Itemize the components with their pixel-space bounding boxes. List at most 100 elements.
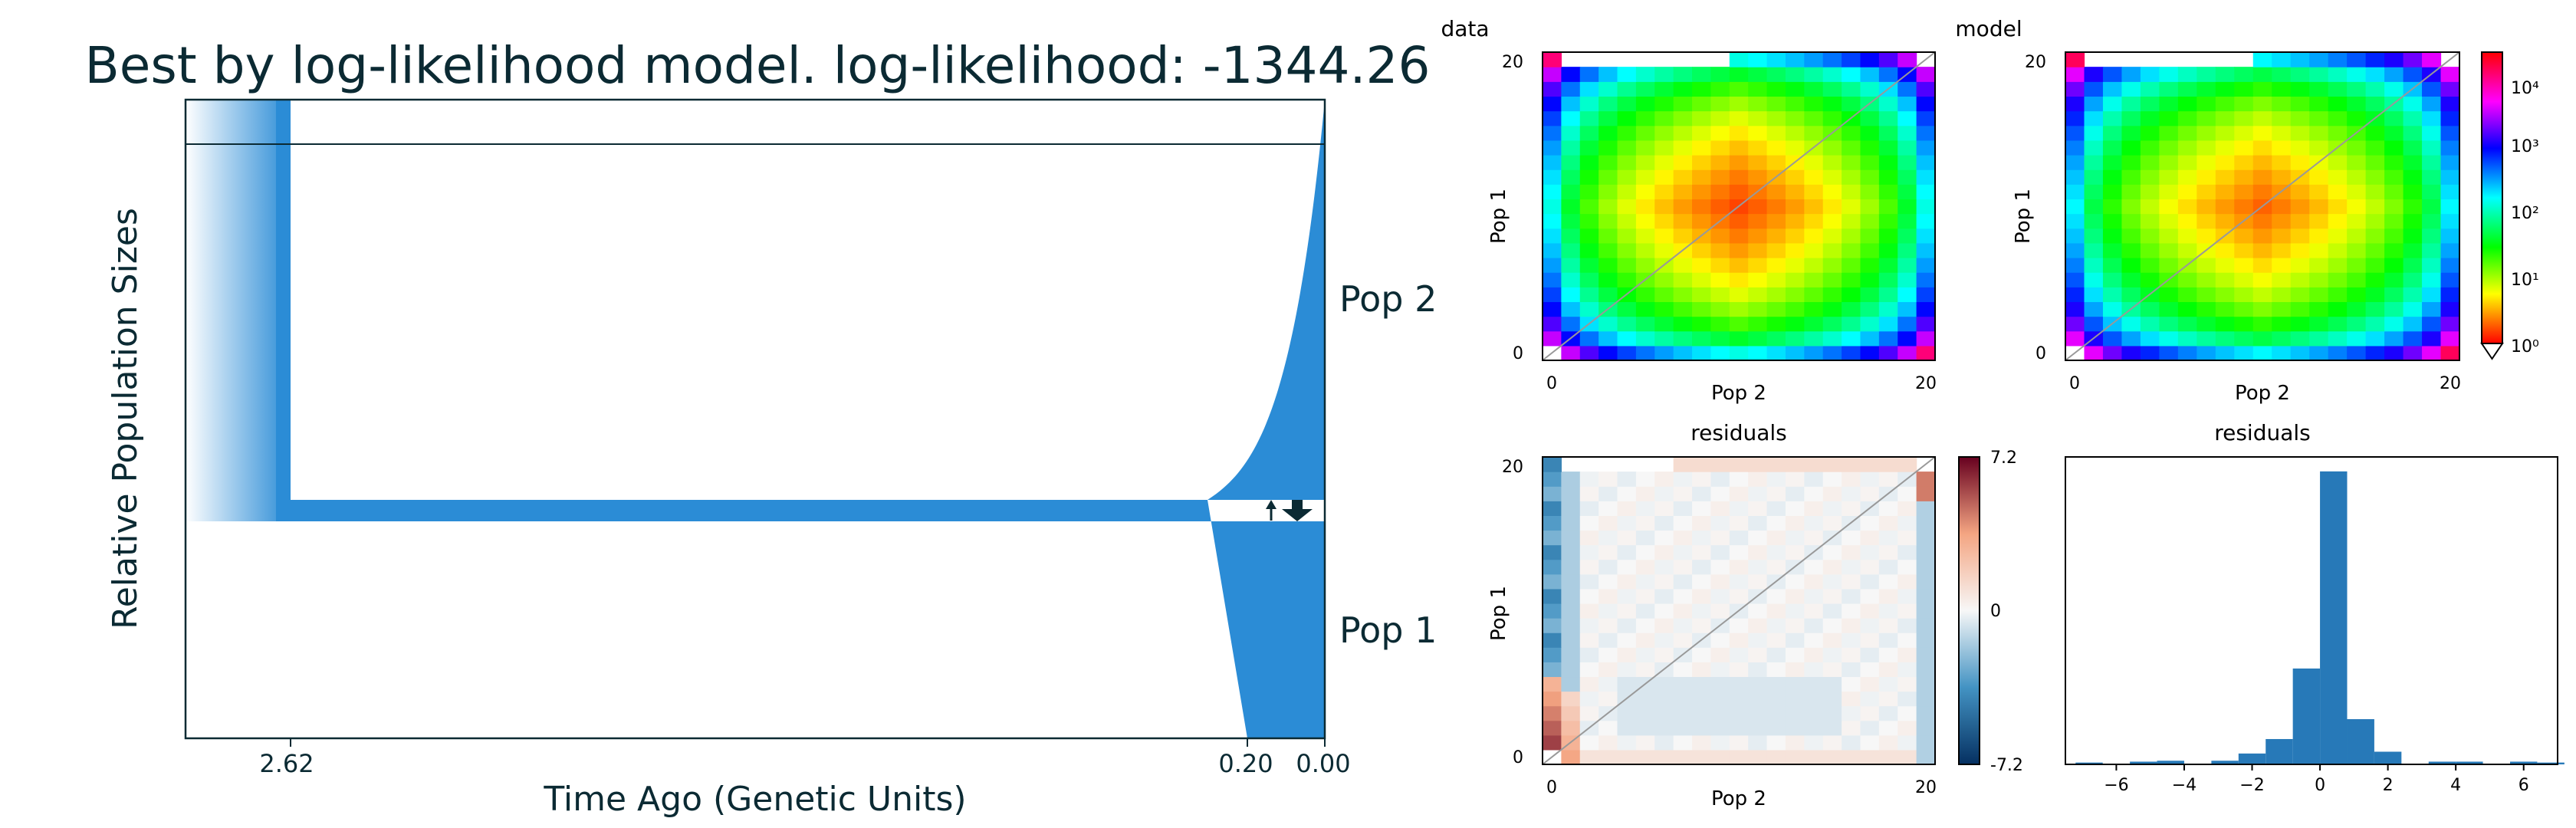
heatmap-cell <box>1785 258 1805 273</box>
heatmap-cell <box>1785 676 1805 692</box>
heatmap-cell <box>1898 530 1917 546</box>
heatmap-cell <box>1785 734 1805 751</box>
heatmap-cell <box>2159 213 2179 229</box>
heatmap-cell <box>2422 242 2442 258</box>
heatmap-cell <box>2084 155 2104 170</box>
heatmap-cell <box>1635 258 1655 273</box>
heatmap-cell <box>2234 228 2254 244</box>
heatmap-cell <box>1673 603 1693 619</box>
heatmap-cell <box>1729 213 1749 229</box>
heatmap-cell <box>1785 457 1805 472</box>
heatmap-cell <box>2234 155 2254 170</box>
heatmap-cell <box>1617 125 1637 141</box>
heatmap-cell <box>2140 213 2160 229</box>
heatmap-cell <box>1916 530 1936 546</box>
heatmap-cell <box>1729 81 1749 97</box>
heatmap-cell <box>2234 242 2254 258</box>
heatmap-cell <box>1748 213 1768 229</box>
heatmap-cell <box>1898 544 1917 560</box>
heatmap-cell <box>1710 316 1730 332</box>
heatmap-cell <box>2347 96 2367 112</box>
heatmap-cell <box>1617 603 1637 619</box>
heatmap-cell <box>1860 258 1880 273</box>
heatmap-cell <box>1748 486 1768 501</box>
heatmap-cell <box>1561 515 1581 531</box>
heatmap-cell <box>2140 169 2160 185</box>
heatmap-cell <box>1860 140 1880 156</box>
heatmap-cell <box>2440 345 2460 361</box>
heatmap-cell <box>1804 530 1824 546</box>
heatmap-cell <box>1617 110 1637 127</box>
heatmap-cell <box>2102 345 2123 361</box>
heatmap-cell <box>1635 618 1655 633</box>
heatmap-cell <box>1617 676 1637 692</box>
heatmap-cell <box>2403 213 2423 229</box>
heatmap-cell <box>1748 618 1768 633</box>
heatmap-cell <box>1579 662 1599 678</box>
heatmap-cell <box>1654 140 1674 156</box>
heatmap-cell <box>2272 81 2292 97</box>
heatmap-cell <box>1860 705 1880 721</box>
heatmap-cell <box>1579 734 1599 751</box>
heatmap-cell <box>1635 647 1655 662</box>
heatmap-cell <box>1543 559 1562 575</box>
heatmap-cell <box>1729 486 1749 501</box>
heatmap-cell <box>1673 749 1693 765</box>
heatmap-cell <box>1710 169 1730 185</box>
heatmap-cell <box>1766 199 1786 215</box>
heatmap-cell <box>2121 81 2141 97</box>
heatmap-cell <box>1579 96 1599 112</box>
heatmap-cell <box>1766 676 1786 692</box>
heatmap-cell <box>1654 501 1674 516</box>
heatmap-cell <box>1598 647 1618 662</box>
heatmap-cell <box>2215 272 2235 288</box>
heatmap-cell <box>1654 691 1674 707</box>
heatmap-cell <box>2177 316 2197 332</box>
heatmap-cell <box>2272 272 2292 288</box>
heatmap-cell <box>1878 52 1898 67</box>
heatmap-cell <box>2347 228 2367 244</box>
heatmap-cell <box>2365 140 2385 156</box>
heatmap-cell <box>2196 301 2216 317</box>
heatmap-cell <box>1579 258 1599 273</box>
heatmap-cell <box>1766 110 1786 127</box>
heatmap-cell <box>2084 125 2104 141</box>
heatmap-cell <box>1842 213 1861 229</box>
heatmap-cell <box>2252 228 2272 244</box>
heatmap-cell <box>1748 125 1768 141</box>
heatmap-cell <box>1860 676 1880 692</box>
heatmap-cell <box>1804 662 1824 678</box>
heatmap-cell <box>2272 301 2292 317</box>
heatmap-cell <box>1860 530 1880 546</box>
heatmap-cell <box>1710 184 1730 200</box>
heatmap-cell <box>1579 199 1599 215</box>
heatmap-cell <box>1878 662 1898 678</box>
heatmap-cell <box>2328 301 2348 317</box>
heatmap-cell <box>1729 169 1749 185</box>
heatmap-cell <box>2365 242 2385 258</box>
heatmap-cell <box>1598 501 1618 516</box>
heatmap-cell <box>1710 588 1730 604</box>
heatmap-cell <box>1692 457 1712 472</box>
heatmap-cell <box>1785 110 1805 127</box>
x-tick-label: 0.20 <box>1218 749 1273 778</box>
heatmap-cell <box>2121 110 2141 127</box>
heatmap-cell <box>1692 96 1712 112</box>
heatmap-cell <box>2328 228 2348 244</box>
heatmap-cell <box>2422 199 2442 215</box>
heatmap-cell <box>1860 213 1880 229</box>
heatmap-cell <box>1692 573 1712 590</box>
heatmap-cell <box>1842 734 1861 751</box>
heatmap-cell <box>1673 632 1693 648</box>
heatmap-cell <box>2252 81 2272 97</box>
heatmap-cell <box>2234 184 2254 200</box>
heatmap-cell <box>1710 472 1730 487</box>
log-colorbar <box>2481 51 2503 344</box>
heatmap-cell <box>2159 155 2179 170</box>
heatmap-cell <box>2440 67 2460 82</box>
data-title: data <box>1441 16 1489 41</box>
heatmap-cell <box>1617 67 1637 82</box>
heatmap-cell <box>1673 734 1693 751</box>
heatmap-cell <box>2140 67 2160 82</box>
heatmap-cell <box>1617 155 1637 170</box>
